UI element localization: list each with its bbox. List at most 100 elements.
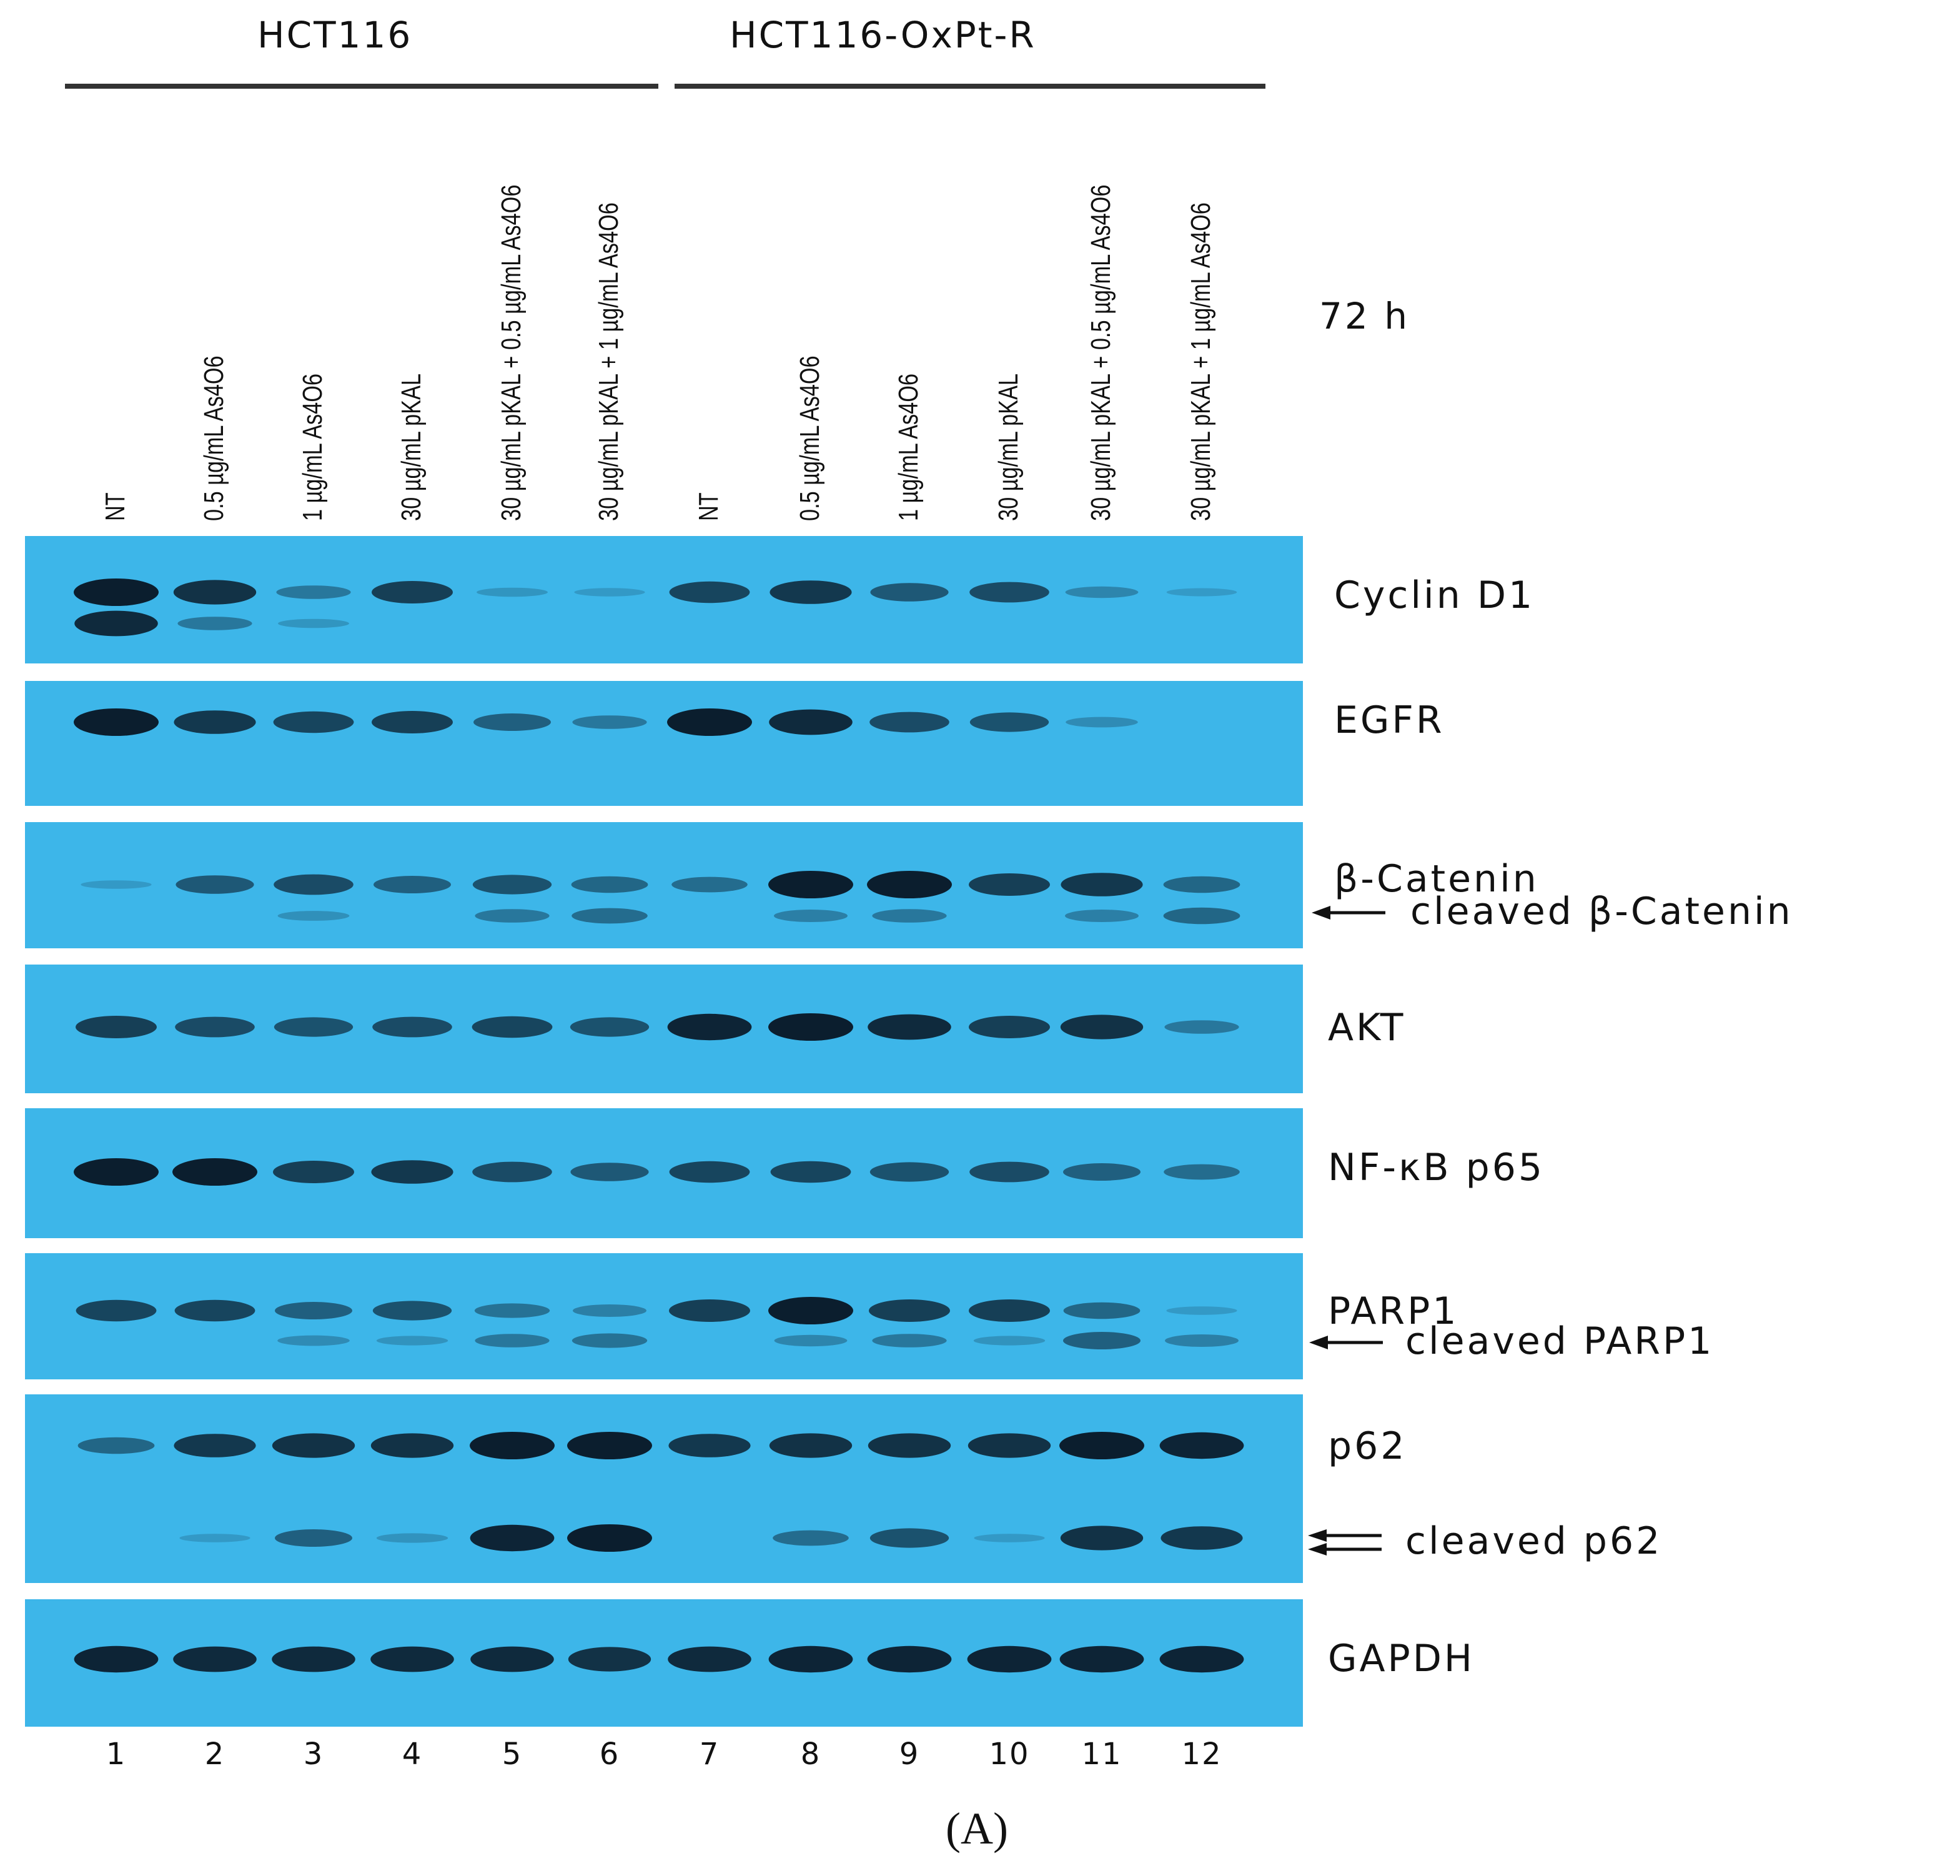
band [1059, 1432, 1144, 1459]
band [1159, 1432, 1244, 1459]
band [570, 1163, 649, 1181]
lane-label: 0.5 µg/mL As4O6 [199, 355, 229, 521]
label-parp1: PARP1 [1328, 1289, 1459, 1333]
blot-cyclin-d1 [25, 536, 1303, 663]
band [475, 909, 550, 923]
lane-label: 1 µg/mL As4O6 [893, 374, 924, 521]
lane-label: 30 µg/mL pKAL + 0.5 µg/mL As4O6 [1086, 184, 1116, 521]
band [1060, 1015, 1144, 1040]
band [870, 583, 949, 602]
lane-label: NT [100, 492, 131, 521]
label-gapdh: GAPDH [1328, 1637, 1475, 1680]
label-nfkb-p65: NF-κB p65 [1328, 1146, 1545, 1189]
band [1161, 1526, 1243, 1550]
band [968, 1433, 1051, 1458]
label-p62: p62 [1328, 1424, 1407, 1468]
blot-beta-catenin-bands [81, 871, 1240, 925]
lane-label: NT [693, 492, 724, 521]
band [668, 1434, 751, 1457]
lane-number: 12 [1181, 1737, 1222, 1772]
lane-label: 30 µg/mL pKAL [993, 373, 1024, 521]
band [275, 1302, 352, 1319]
lane-label: 0.5 µg/mL As4O6 [794, 355, 825, 521]
band [869, 1528, 949, 1548]
band [470, 1524, 555, 1552]
lane-number: 9 [899, 1737, 920, 1772]
blot-nfkb-p65-bands [74, 1158, 1240, 1186]
lane-number: 7 [699, 1737, 720, 1772]
band [570, 1017, 650, 1037]
band [869, 712, 949, 733]
band [475, 1334, 550, 1347]
band [1061, 873, 1143, 896]
band [574, 588, 645, 597]
band [770, 1161, 851, 1183]
band [768, 1297, 853, 1324]
band [470, 1646, 554, 1672]
band [74, 708, 159, 736]
band [969, 1299, 1050, 1322]
band [768, 871, 853, 898]
band [474, 1303, 550, 1318]
band [370, 1433, 454, 1458]
band [172, 1158, 257, 1186]
band [969, 712, 1049, 732]
band [969, 582, 1049, 603]
blot-p62 [25, 1394, 1303, 1583]
blot-gapdh [25, 1599, 1303, 1727]
blot-akt [25, 965, 1303, 1093]
band [1063, 1302, 1141, 1319]
time-label: 72 h [1319, 295, 1410, 337]
band [272, 1433, 355, 1458]
band [1166, 588, 1237, 597]
band [969, 1161, 1049, 1183]
blot-egfr [25, 681, 1303, 806]
lane-number: 4 [402, 1737, 423, 1772]
band [371, 1160, 453, 1184]
lane-number: 11 [1081, 1737, 1122, 1772]
blot-nfkb-p65 [25, 1108, 1303, 1238]
band [376, 1533, 448, 1543]
band [77, 1437, 155, 1454]
blot-beta-catenin [25, 822, 1303, 948]
band [74, 578, 159, 606]
band [967, 1645, 1052, 1673]
band [179, 1534, 250, 1542]
band [74, 1645, 159, 1673]
label-cleaved-beta-catenin: cleaved β-Catenin [1410, 890, 1793, 933]
band [372, 1301, 452, 1321]
band [81, 880, 152, 889]
band [867, 1645, 952, 1673]
band [176, 875, 254, 894]
label-cyclin-d1: Cyclin D1 [1334, 573, 1535, 617]
panel-label: (A) [946, 1804, 1008, 1854]
band [1065, 586, 1139, 598]
band [671, 876, 748, 893]
label-cleaved-p62: cleaved p62 [1405, 1519, 1663, 1563]
band [175, 1016, 255, 1038]
band [376, 1336, 448, 1346]
band [769, 709, 853, 735]
band [770, 580, 852, 604]
band [572, 908, 648, 924]
lane-number: 3 [303, 1737, 324, 1772]
band [774, 1334, 848, 1347]
arrow-cleaved-parp1 [1309, 1336, 1383, 1349]
band [1164, 1020, 1239, 1034]
band [277, 911, 350, 921]
band [1063, 1332, 1141, 1349]
band [572, 715, 647, 729]
band [1163, 907, 1240, 925]
band [974, 1534, 1045, 1542]
lane-number: 5 [502, 1737, 523, 1772]
lane-label: 30 µg/mL pKAL [396, 373, 427, 521]
band [473, 713, 551, 731]
band [272, 1646, 355, 1672]
lane-number: 1 [106, 1737, 127, 1772]
group-line-hct116 [65, 84, 658, 89]
band [472, 1016, 553, 1038]
band [370, 1646, 454, 1672]
band [1060, 1526, 1144, 1551]
band [567, 1432, 652, 1459]
band [669, 1161, 750, 1183]
